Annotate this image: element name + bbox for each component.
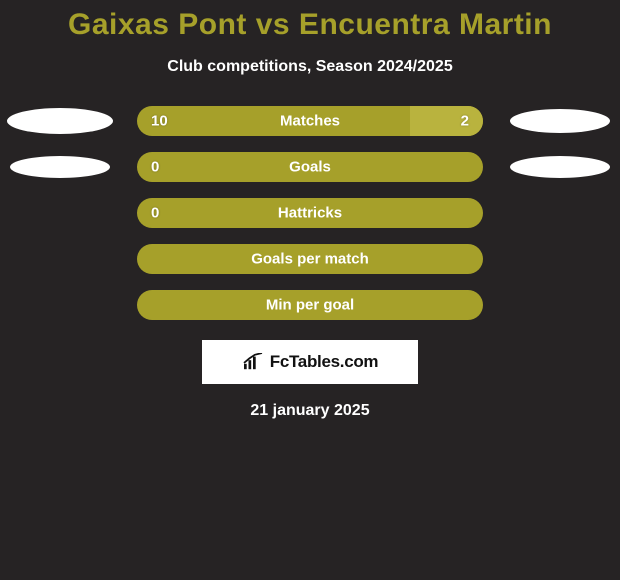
stat-label: Goals [289, 159, 331, 176]
footer-date: 21 january 2025 [0, 402, 620, 420]
stat-label: Matches [280, 113, 340, 130]
stat-row: Goals per match [0, 244, 620, 274]
page-subtitle: Club competitions, Season 2024/2025 [0, 58, 620, 76]
stat-left-value: 10 [151, 113, 168, 130]
left-ellipse [7, 108, 113, 134]
left-ellipse [10, 156, 110, 178]
stat-bar: 0 Goals [137, 152, 483, 182]
stat-bar: 10 Matches 2 [137, 106, 483, 136]
comparison-card: Gaixas Pont vs Encuentra Martin Club com… [0, 0, 620, 420]
stat-row: 10 Matches 2 [0, 106, 620, 136]
branding-box: FcTables.com [202, 340, 418, 384]
stat-bar: 0 Hattricks [137, 198, 483, 228]
left-ellipse-slot [5, 156, 115, 178]
stat-label: Goals per match [251, 251, 369, 268]
chart-icon [242, 353, 264, 371]
stat-row: Min per goal [0, 290, 620, 320]
left-ellipse-slot [5, 108, 115, 134]
right-ellipse [510, 156, 610, 178]
stat-label: Min per goal [266, 297, 354, 314]
stat-left-value: 0 [151, 205, 159, 222]
right-ellipse [510, 109, 610, 133]
stat-row: 0 Hattricks [0, 198, 620, 228]
page-title: Gaixas Pont vs Encuentra Martin [0, 8, 620, 42]
stat-bar: Min per goal [137, 290, 483, 320]
branding-text: FcTables.com [270, 352, 379, 372]
stat-row: 0 Goals [0, 152, 620, 182]
stats-rows: 10 Matches 2 0 Goals [0, 106, 620, 320]
stat-right-value: 2 [461, 113, 469, 130]
right-ellipse-slot [505, 109, 615, 133]
stat-bar: Goals per match [137, 244, 483, 274]
stat-left-value: 0 [151, 159, 159, 176]
right-ellipse-slot [505, 156, 615, 178]
bar-fill-right [410, 106, 483, 136]
stat-label: Hattricks [278, 205, 342, 222]
